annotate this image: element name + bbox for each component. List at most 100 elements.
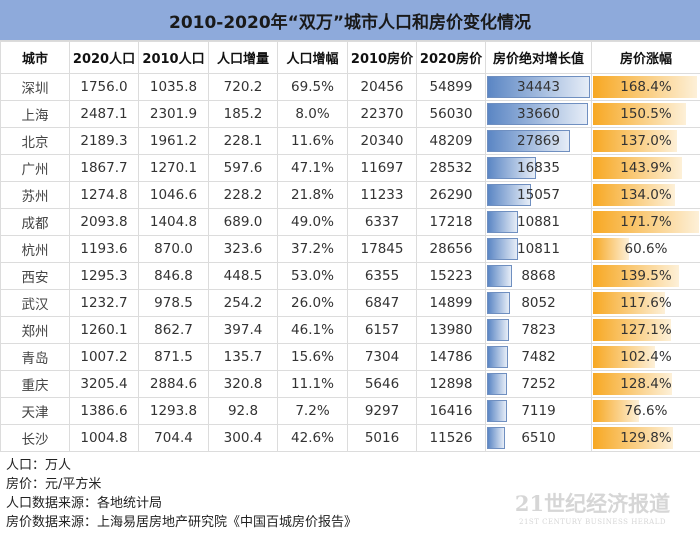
price-growth-bar [593,400,640,422]
data-cell: 185.2 [208,100,278,128]
data-cell: 1004.8 [69,424,139,452]
cell-value: 1046.6 [149,187,198,203]
data-cell: 16835 [485,154,592,182]
data-cell: 53.0% [277,262,348,290]
watermark-line1: 21世纪经济报道 [514,491,671,516]
data-cell: 27869 [485,127,592,155]
cell-value: 228.2 [223,187,263,203]
cell-value: 1404.8 [149,214,198,230]
cell-value: 6510 [521,430,556,446]
cell-value: 69.5% [291,79,334,95]
city-cell: 上海 [0,100,70,128]
cell-value: 14786 [429,349,473,365]
cell-value: 846.8 [154,268,193,284]
data-cell: 37.2% [277,235,348,263]
cell-value: 1193.6 [80,241,128,257]
data-cell: 7823 [485,316,592,344]
cell-value: 320.8 [223,376,263,392]
column-header: 房价绝对增长值 [485,41,592,74]
price-increase-bar [487,130,570,152]
cell-value: 7.2% [295,403,330,419]
cell-value: 1386.6 [80,403,128,419]
cell-value: 134.0% [620,187,672,203]
data-cell: 2093.8 [69,208,139,236]
data-cell: 689.0 [208,208,278,236]
cell-value: 397.4 [223,322,263,338]
city-cell: 天津 [0,397,70,425]
data-cell: 871.5 [138,343,209,371]
data-cell: 117.6% [591,289,700,317]
data-cell: 254.2 [208,289,278,317]
data-cell: 48209 [416,127,486,155]
note-price-unit: 房价：元/平方米 [6,477,102,492]
table-row: 深圳 1756.0 1035.8 720.2 69.5% 20456 54899 34443 1… [0,73,700,101]
data-cell: 5016 [347,424,417,452]
cell-value: 254.2 [223,295,263,311]
cell-value: 323.6 [223,241,263,257]
column-header: 2020人口 [69,41,139,74]
cell-value: 10881 [517,214,560,230]
data-cell: 12898 [416,370,486,398]
data-cell: 11526 [416,424,486,452]
cell-value: 重庆 [21,378,49,394]
cell-value: 北京 [21,135,49,151]
data-cell: 1260.1 [69,316,139,344]
cell-value: 20456 [360,79,404,95]
cell-value: 1293.8 [149,403,198,419]
data-cell: 11697 [347,154,417,182]
data-cell: 11.1% [277,370,348,398]
data-cell: 46.1% [277,316,348,344]
cell-value: 13980 [429,322,473,338]
data-cell: 137.0% [591,127,700,155]
cell-value: 168.4% [620,79,672,95]
data-cell: 69.5% [277,73,348,101]
city-cell: 郑州 [0,316,70,344]
price-increase-bar [487,292,510,314]
data-cell: 14899 [416,289,486,317]
cell-value: 1270.1 [149,160,198,176]
cell-value: 60.6% [624,241,668,257]
data-cell: 15.6% [277,343,348,371]
data-cell: 397.4 [208,316,278,344]
cell-value: 11526 [429,430,473,446]
cell-value: 11.6% [291,133,334,149]
cell-value: 56030 [429,106,473,122]
table-title: 2010-2020年“双万”城市人口和房价变化情况 [0,0,700,41]
column-header: 2010人口 [138,41,209,74]
data-cell: 13980 [416,316,486,344]
price-increase-bar [487,103,588,125]
cell-value: 长沙 [21,432,49,448]
note-population-unit: 人口：万人 [6,458,72,473]
table-row: 成都 2093.8 1404.8 689.0 49.0% 6337 17218 10881 17… [0,208,700,236]
cell-value: 8868 [521,268,556,284]
cell-value: 34443 [517,79,560,95]
column-header: 人口增量 [208,41,278,74]
data-cell: 300.4 [208,424,278,452]
cell-value: 53.0% [291,268,334,284]
price-increase-bar [487,211,519,233]
cell-value: 16416 [429,403,473,419]
cell-value: 76.6% [624,403,668,419]
data-cell: 127.1% [591,316,700,344]
cell-value: 11697 [360,160,404,176]
cell-value: 西安 [21,270,49,286]
notes: 人口：万人 房价：元/平方米 人口数据来源：各地统计局 房价数据来源：上海易居房… [6,456,357,532]
data-cell: 11.6% [277,127,348,155]
cell-value: 成都 [21,216,49,232]
data-cell: 49.0% [277,208,348,236]
data-cell: 870.0 [138,235,209,263]
city-cell: 青岛 [0,343,70,371]
cell-value: 5646 [364,376,400,392]
cell-value: 26290 [429,187,473,203]
column-header: 2020房价 [416,41,486,74]
cell-value: 15223 [429,268,473,284]
price-increase-bar [487,400,507,422]
price-growth-bar [593,346,656,368]
cell-value: 150.5% [620,106,672,122]
data-cell: 171.7% [591,208,700,236]
data-cell: 134.0% [591,181,700,209]
cell-value: 17218 [429,214,473,230]
cell-value: 22370 [360,106,404,122]
table-row: 青岛 1007.2 871.5 135.7 15.6% 7304 14786 7482 102.… [0,343,700,371]
cell-value: 54899 [429,79,473,95]
